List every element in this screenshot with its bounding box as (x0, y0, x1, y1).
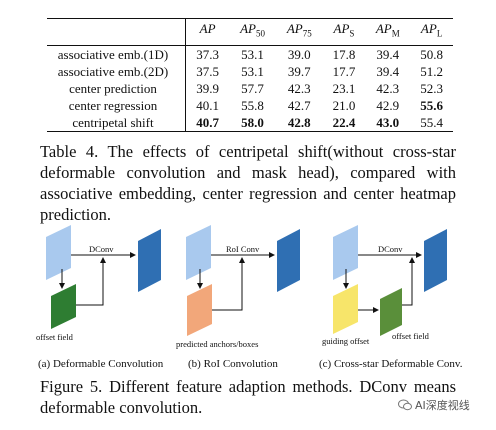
table-row: associative emb.(1D) 37.3 53.1 39.0 17.8 39.4… (47, 45, 453, 63)
output-feature-map (424, 229, 447, 292)
table-row: center regression 40.1 55.8 42.7 21.0 42.9 55.… (47, 96, 453, 114)
results-table: AP AP50 AP75 APS APM APL associative emb… (47, 18, 453, 132)
method-column-header (47, 18, 186, 46)
column-header: APL (420, 21, 443, 39)
output-feature-map (138, 229, 161, 292)
input-feature-map (46, 225, 71, 280)
column-header: APM (375, 21, 400, 39)
value-cell: 17.7 (332, 63, 356, 79)
panel-caption: (b) RoI Convolution (188, 358, 278, 370)
panel-caption: (c) Cross-star Deformable Conv. (319, 358, 463, 370)
value-cell: 39.0 (287, 46, 311, 62)
op-label: DConv (378, 244, 403, 254)
value-cell: 50.8 (420, 46, 443, 62)
value-cell: 52.3 (420, 80, 443, 96)
branch-label: guiding offset (322, 336, 370, 346)
value-cell: 39.4 (376, 46, 400, 62)
column-header: AP50 (240, 21, 265, 39)
branch-label: offset field (36, 332, 74, 342)
value-cell: 17.8 (332, 46, 356, 62)
value-cell: 22.4 (332, 114, 356, 130)
table-header-row: AP AP50 AP75 APS APM APL (47, 18, 453, 46)
input-feature-map (333, 225, 358, 280)
value-cell: 39.4 (376, 63, 400, 79)
value-cell: 37.5 (196, 63, 219, 79)
table-row: center prediction 39.9 57.7 42.3 23.1 42.3 52.… (47, 79, 453, 97)
feature-adaption-diagram: DConv offset field (a) Deformable Convol… (36, 225, 463, 370)
value-cell: 55.4 (420, 114, 443, 130)
value-cell: 58.0 (241, 114, 264, 130)
figure-caption: Figure 5. Different feature adaption met… (40, 377, 456, 417)
value-cell: 23.1 (332, 80, 356, 96)
table-row: associative emb.(2D) 37.5 53.1 39.7 17.7 39.4… (47, 62, 453, 80)
value-cell: 51.2 (420, 63, 443, 79)
offset-field-map (51, 284, 76, 329)
value-cell: 55.6 (420, 97, 443, 113)
panel-caption: (a) Deformable Convolution (38, 358, 164, 370)
op-label: RoI Conv (226, 244, 260, 254)
branch-label: predicted anchors/boxes (176, 339, 258, 349)
column-header: APS (333, 21, 355, 39)
panel-cross-star-deformable-conv: DConv guiding offset offset field (c) Cr… (319, 225, 463, 370)
guiding-offset-map (333, 284, 358, 334)
table-row: centripetal shift 40.7 58.0 42.8 22.4 43.0 55.… (47, 113, 453, 132)
value-cell: 42.9 (376, 97, 400, 113)
value-cell: 55.8 (241, 97, 264, 113)
table-body: associative emb.(1D) 37.3 53.1 39.0 17.8 39.4… (47, 45, 453, 132)
method-cell: centripetal shift (47, 113, 186, 132)
panel-deformable-convolution: DConv offset field (a) Deformable Convol… (36, 225, 164, 370)
panel-roi-convolution: RoI Conv predicted anchors/boxes (b) RoI… (176, 225, 300, 370)
op-label: DConv (89, 244, 114, 254)
anchors-map (187, 284, 212, 336)
value-cell: 39.9 (196, 80, 219, 96)
anchors-to-conv-arrow (212, 257, 245, 311)
value-cell: 40.1 (196, 97, 219, 113)
input-feature-map (186, 225, 211, 280)
watermark-text: AI深度视线 (415, 399, 470, 412)
value-cell: 42.8 (287, 114, 311, 130)
value-cell: 37.3 (196, 46, 219, 62)
offset-field-map (380, 288, 402, 336)
watermark: AI深度视线 (398, 397, 470, 413)
value-cell: 21.0 (332, 97, 356, 113)
value-cell: 42.3 (287, 80, 311, 96)
value-cell: 39.7 (287, 63, 311, 79)
offset-to-conv-arrow (76, 257, 106, 306)
value-cell: 43.0 (376, 114, 400, 130)
method-cell: associative emb.(1D) (47, 45, 186, 63)
value-cell: 42.7 (287, 97, 311, 113)
value-cell: 53.1 (241, 46, 264, 62)
value-cell: 40.7 (196, 114, 219, 130)
offset-to-conv-arrow (402, 257, 415, 306)
output-feature-map (277, 229, 300, 292)
method-cell: associative emb.(2D) (47, 62, 186, 80)
value-cell: 53.1 (241, 63, 264, 79)
column-header: AP (199, 21, 216, 36)
method-cell: center regression (47, 96, 186, 114)
method-cell: center prediction (47, 79, 186, 97)
value-cell: 57.7 (241, 80, 264, 96)
value-cell: 42.3 (376, 80, 400, 96)
branch-label-2: offset field (392, 331, 430, 341)
wechat-icon (398, 399, 412, 411)
table-caption: Table 4. The effects of centripetal shif… (40, 142, 456, 224)
column-header: AP75 (286, 21, 312, 39)
